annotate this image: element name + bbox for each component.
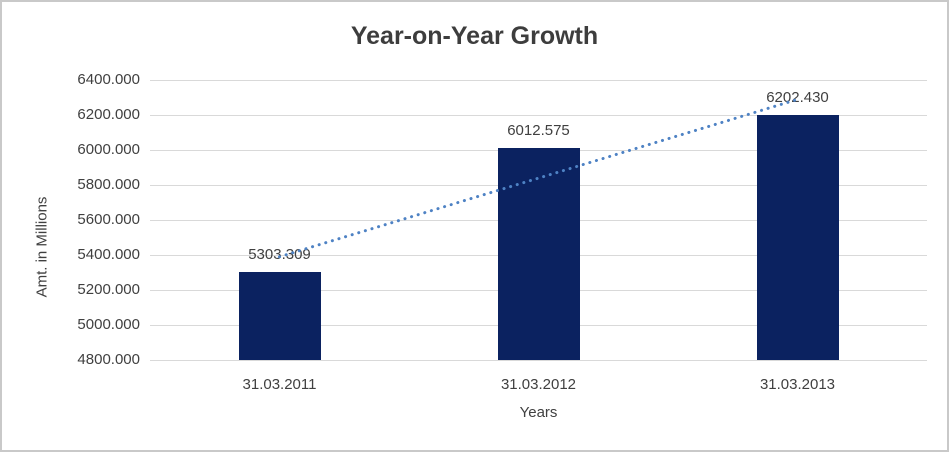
y-axis-tick-label: 5800.000 [77,176,140,193]
y-axis-tick-label: 5400.000 [77,246,140,263]
y-axis-tick-label: 5200.000 [77,281,140,298]
bar-value-label: 6202.430 [766,88,829,106]
gridline [150,360,927,361]
y-axis-tick-label: 4800.000 [77,351,140,368]
bar-value-label: 6012.575 [507,121,570,139]
chart-title: Year-on-Year Growth [350,22,599,50]
x-category-label: 31.03.2012 [500,376,577,393]
bar-31.03.2013[interactable] [756,114,839,360]
x-category-label: 31.03.2013 [759,376,836,393]
bar-31.03.2011[interactable] [238,271,321,360]
gridline [150,80,927,81]
y-axis-tick-label: 5000.000 [77,316,140,333]
y-axis-tick-label: 6000.000 [77,141,140,158]
bar-31.03.2012[interactable] [497,147,580,360]
bar-value-label: 5303.309 [248,245,311,263]
x-axis-title: Years [519,404,558,421]
y-axis-tick-label: 6400.000 [77,71,140,88]
y-axis-tick-label: 5600.000 [77,211,140,228]
x-category-label: 31.03.2011 [242,376,317,393]
y-axis-tick-label: 6200.000 [77,106,140,123]
